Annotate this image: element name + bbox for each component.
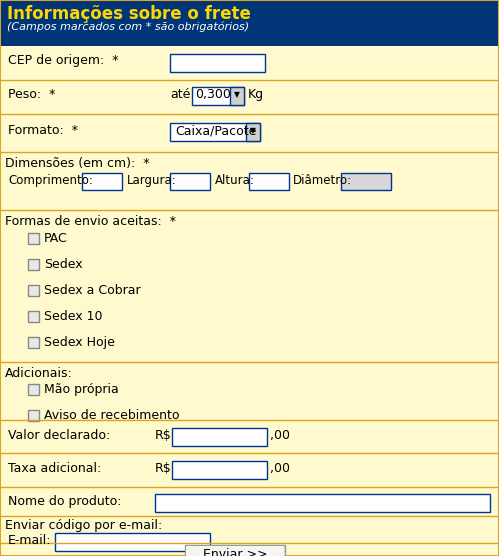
Text: ,00: ,00 bbox=[270, 462, 290, 475]
Text: PAC: PAC bbox=[44, 232, 68, 245]
Text: Adicionais:: Adicionais: bbox=[5, 367, 73, 380]
Bar bbox=[28, 285, 39, 296]
Bar bbox=[155, 494, 490, 512]
Bar bbox=[185, 545, 285, 556]
Bar bbox=[230, 87, 244, 105]
Text: Largura:: Largura: bbox=[127, 174, 177, 187]
Bar bbox=[28, 337, 39, 348]
Bar bbox=[186, 546, 284, 556]
Text: Valor declarado:: Valor declarado: bbox=[8, 429, 110, 442]
Text: até: até bbox=[170, 88, 191, 101]
Text: (Campos marcados com * são obrigatórios): (Campos marcados com * são obrigatórios) bbox=[7, 22, 249, 32]
Text: Sedex 10: Sedex 10 bbox=[44, 310, 102, 323]
Bar bbox=[82, 173, 122, 190]
Text: Caixa/Pacote: Caixa/Pacote bbox=[175, 124, 256, 137]
Bar bbox=[28, 410, 39, 421]
Bar bbox=[246, 123, 260, 141]
Bar bbox=[170, 123, 260, 141]
Text: Dimensões (em cm):  *: Dimensões (em cm): * bbox=[5, 157, 150, 170]
Bar bbox=[249, 173, 289, 190]
Bar bbox=[341, 173, 391, 190]
Bar bbox=[170, 173, 210, 190]
Text: Nome do produto:: Nome do produto: bbox=[8, 495, 121, 508]
Text: Peso:  *: Peso: * bbox=[8, 88, 55, 101]
Bar bbox=[0, 0, 499, 46]
Text: Taxa adicional:: Taxa adicional: bbox=[8, 462, 101, 475]
Text: Enviar >>: Enviar >> bbox=[203, 548, 267, 556]
Text: E-mail:: E-mail: bbox=[8, 534, 51, 547]
Text: Formas de envio aceitas:  *: Formas de envio aceitas: * bbox=[5, 215, 176, 228]
Text: ,00: ,00 bbox=[270, 429, 290, 442]
Text: Sedex: Sedex bbox=[44, 258, 83, 271]
Text: ▼: ▼ bbox=[234, 90, 240, 99]
Text: Aviso de recebimento: Aviso de recebimento bbox=[44, 409, 180, 422]
Text: Kg: Kg bbox=[248, 88, 264, 101]
Text: Sedex Hoje: Sedex Hoje bbox=[44, 336, 115, 349]
Text: R$: R$ bbox=[155, 462, 172, 475]
Text: R$: R$ bbox=[155, 429, 172, 442]
Text: CEP de origem:  *: CEP de origem: * bbox=[8, 54, 118, 67]
Text: Sedex a Cobrar: Sedex a Cobrar bbox=[44, 284, 141, 297]
Bar bbox=[192, 87, 244, 105]
Bar bbox=[28, 233, 39, 244]
Text: ▼: ▼ bbox=[250, 126, 256, 135]
Text: Enviar código por e-mail:: Enviar código por e-mail: bbox=[5, 519, 162, 532]
Bar bbox=[28, 384, 39, 395]
Text: Altura:: Altura: bbox=[215, 174, 255, 187]
Text: Formato:  *: Formato: * bbox=[8, 124, 78, 137]
Text: 0,300: 0,300 bbox=[195, 88, 231, 101]
Bar bbox=[55, 533, 210, 551]
Text: Comprimento:: Comprimento: bbox=[8, 174, 93, 187]
Text: Mão própria: Mão própria bbox=[44, 383, 119, 396]
Text: Diâmetro:: Diâmetro: bbox=[293, 174, 352, 187]
Bar bbox=[170, 54, 265, 72]
Bar bbox=[172, 461, 267, 479]
Bar bbox=[172, 428, 267, 446]
Bar bbox=[28, 311, 39, 322]
Text: Informações sobre o frete: Informações sobre o frete bbox=[7, 5, 251, 23]
Bar bbox=[28, 259, 39, 270]
